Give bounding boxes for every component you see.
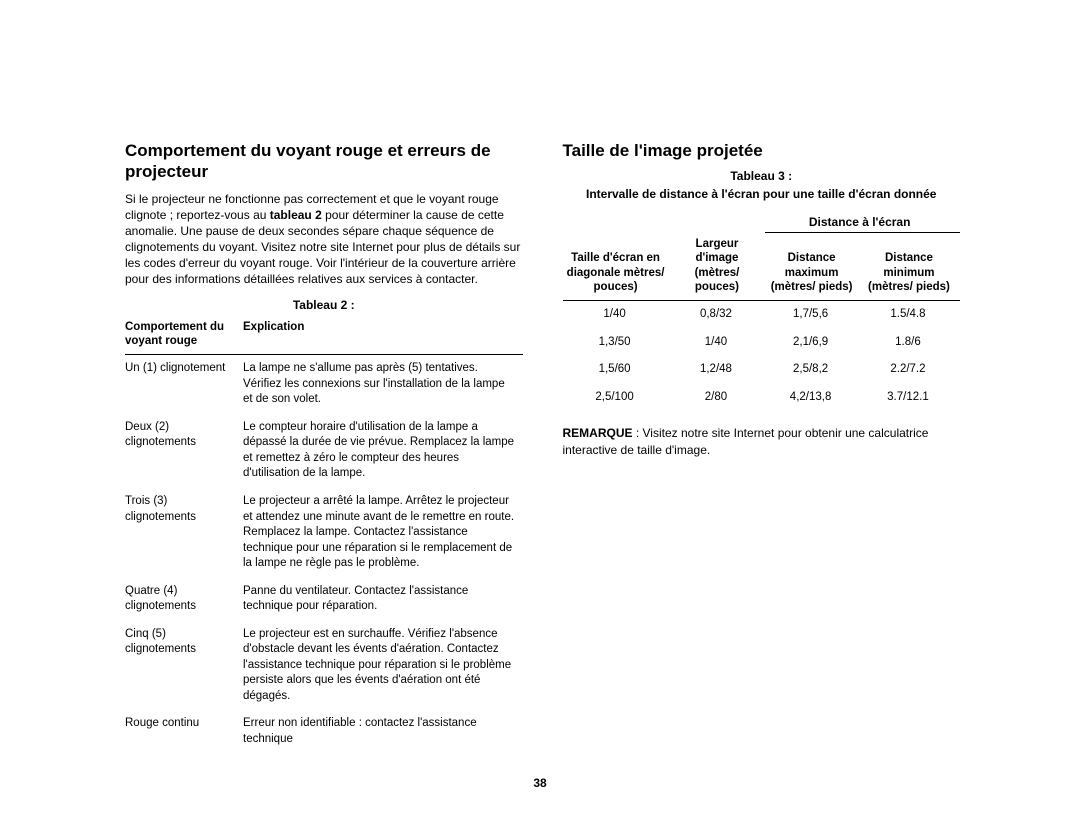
cell: 2,1/6,9 [765, 329, 864, 357]
note-bold: REMARQUE [563, 426, 633, 440]
cell: 2,5/100 [563, 384, 675, 412]
explanation-cell: Panne du ventilateur. Contactez l'assist… [243, 578, 523, 621]
cell: 0,8/32 [675, 301, 766, 329]
left-column: Comportement du voyant rouge et erreurs … [125, 140, 523, 753]
table3-caption: Tableau 3 : [563, 169, 961, 183]
explanation-cell: Le projecteur est en surchauffe. Vérifie… [243, 621, 523, 711]
cell: 1,5/60 [563, 356, 675, 384]
behavior-cell: Deux (2) clignotements [125, 414, 243, 488]
table-row: Rouge continuErreur non identifiable : c… [125, 710, 523, 753]
table2-col1-header: Comportement du voyant rouge [125, 316, 243, 355]
table-row: Cinq (5) clignotementsLe projecteur est … [125, 621, 523, 711]
table-row: Deux (2) clignotementsLe compteur horair… [125, 414, 523, 488]
explanation-cell: Erreur non identifiable : contactez l'as… [243, 710, 523, 753]
table3: Distance à l'écran Taille d'écran en dia… [563, 211, 961, 411]
behavior-cell: Quatre (4) clignotements [125, 578, 243, 621]
page-number: 38 [0, 776, 1080, 790]
table3-span-row: Distance à l'écran [563, 211, 961, 233]
explanation-cell: Le compteur horaire d'utilisation de la … [243, 414, 523, 488]
behavior-cell: Trois (3) clignotements [125, 488, 243, 578]
right-column: Taille de l'image projetée Tableau 3 : I… [563, 140, 961, 753]
cell: 1.5/4.8 [864, 301, 960, 329]
cell: 2,5/8,2 [765, 356, 864, 384]
table3-h3: Distance maximum (mètres/ pieds) [765, 233, 864, 301]
table-row: Un (1) clignotementLa lampe ne s'allume … [125, 355, 523, 414]
table2-header-row: Comportement du voyant rouge Explication [125, 316, 523, 355]
cell: 1,7/5,6 [765, 301, 864, 329]
cell: 2/80 [675, 384, 766, 412]
table-row: 1,5/601,2/482,5/8,22.2/7.2 [563, 356, 961, 384]
page-content: Comportement du voyant rouge et erreurs … [0, 0, 1080, 793]
explanation-cell: La lampe ne s'allume pas après (5) tenta… [243, 355, 523, 414]
behavior-cell: Rouge continu [125, 710, 243, 753]
cell: 1/40 [675, 329, 766, 357]
table3-span-header: Distance à l'écran [765, 211, 960, 233]
behavior-cell: Un (1) clignotement [125, 355, 243, 414]
left-heading: Comportement du voyant rouge et erreurs … [125, 140, 523, 183]
table-row: 1,3/501/402,1/6,91.8/6 [563, 329, 961, 357]
cell: 1.8/6 [864, 329, 960, 357]
note: REMARQUE : Visitez notre site Internet p… [563, 425, 961, 457]
behavior-cell: Cinq (5) clignotements [125, 621, 243, 711]
table3-h1: Taille d'écran en diagonale mètres/ pouc… [563, 233, 675, 301]
left-intro: Si le projecteur ne fonctionne pas corre… [125, 191, 523, 288]
cell: 1/40 [563, 301, 675, 329]
table3-h4: Distance minimum (mètres/ pieds) [864, 233, 960, 301]
empty-header [563, 211, 675, 233]
right-heading: Taille de l'image projetée [563, 140, 961, 161]
table-row: 2,5/1002/804,2/13,83.7/12.1 [563, 384, 961, 412]
table2: Comportement du voyant rouge Explication… [125, 316, 523, 754]
empty-header [675, 211, 766, 233]
table3-subcaption: Intervalle de distance à l'écran pour un… [563, 187, 961, 201]
cell: 1,2/48 [675, 356, 766, 384]
explanation-cell: Le projecteur a arrêté la lampe. Arrêtez… [243, 488, 523, 578]
table2-caption: Tableau 2 : [125, 298, 523, 312]
table-row: Trois (3) clignotementsLe projecteur a a… [125, 488, 523, 578]
table-row: Quatre (4) clignotementsPanne du ventila… [125, 578, 523, 621]
table2-col2-header: Explication [243, 316, 523, 355]
table3-h2: Largeur d'image (mètres/ pouces) [675, 233, 766, 301]
table-row: 1/400,8/321,7/5,61.5/4.8 [563, 301, 961, 329]
cell: 2.2/7.2 [864, 356, 960, 384]
cell: 4,2/13,8 [765, 384, 864, 412]
intro-bold: tableau 2 [270, 208, 322, 222]
cell: 3.7/12.1 [864, 384, 960, 412]
table3-header-row: Taille d'écran en diagonale mètres/ pouc… [563, 233, 961, 301]
cell: 1,3/50 [563, 329, 675, 357]
